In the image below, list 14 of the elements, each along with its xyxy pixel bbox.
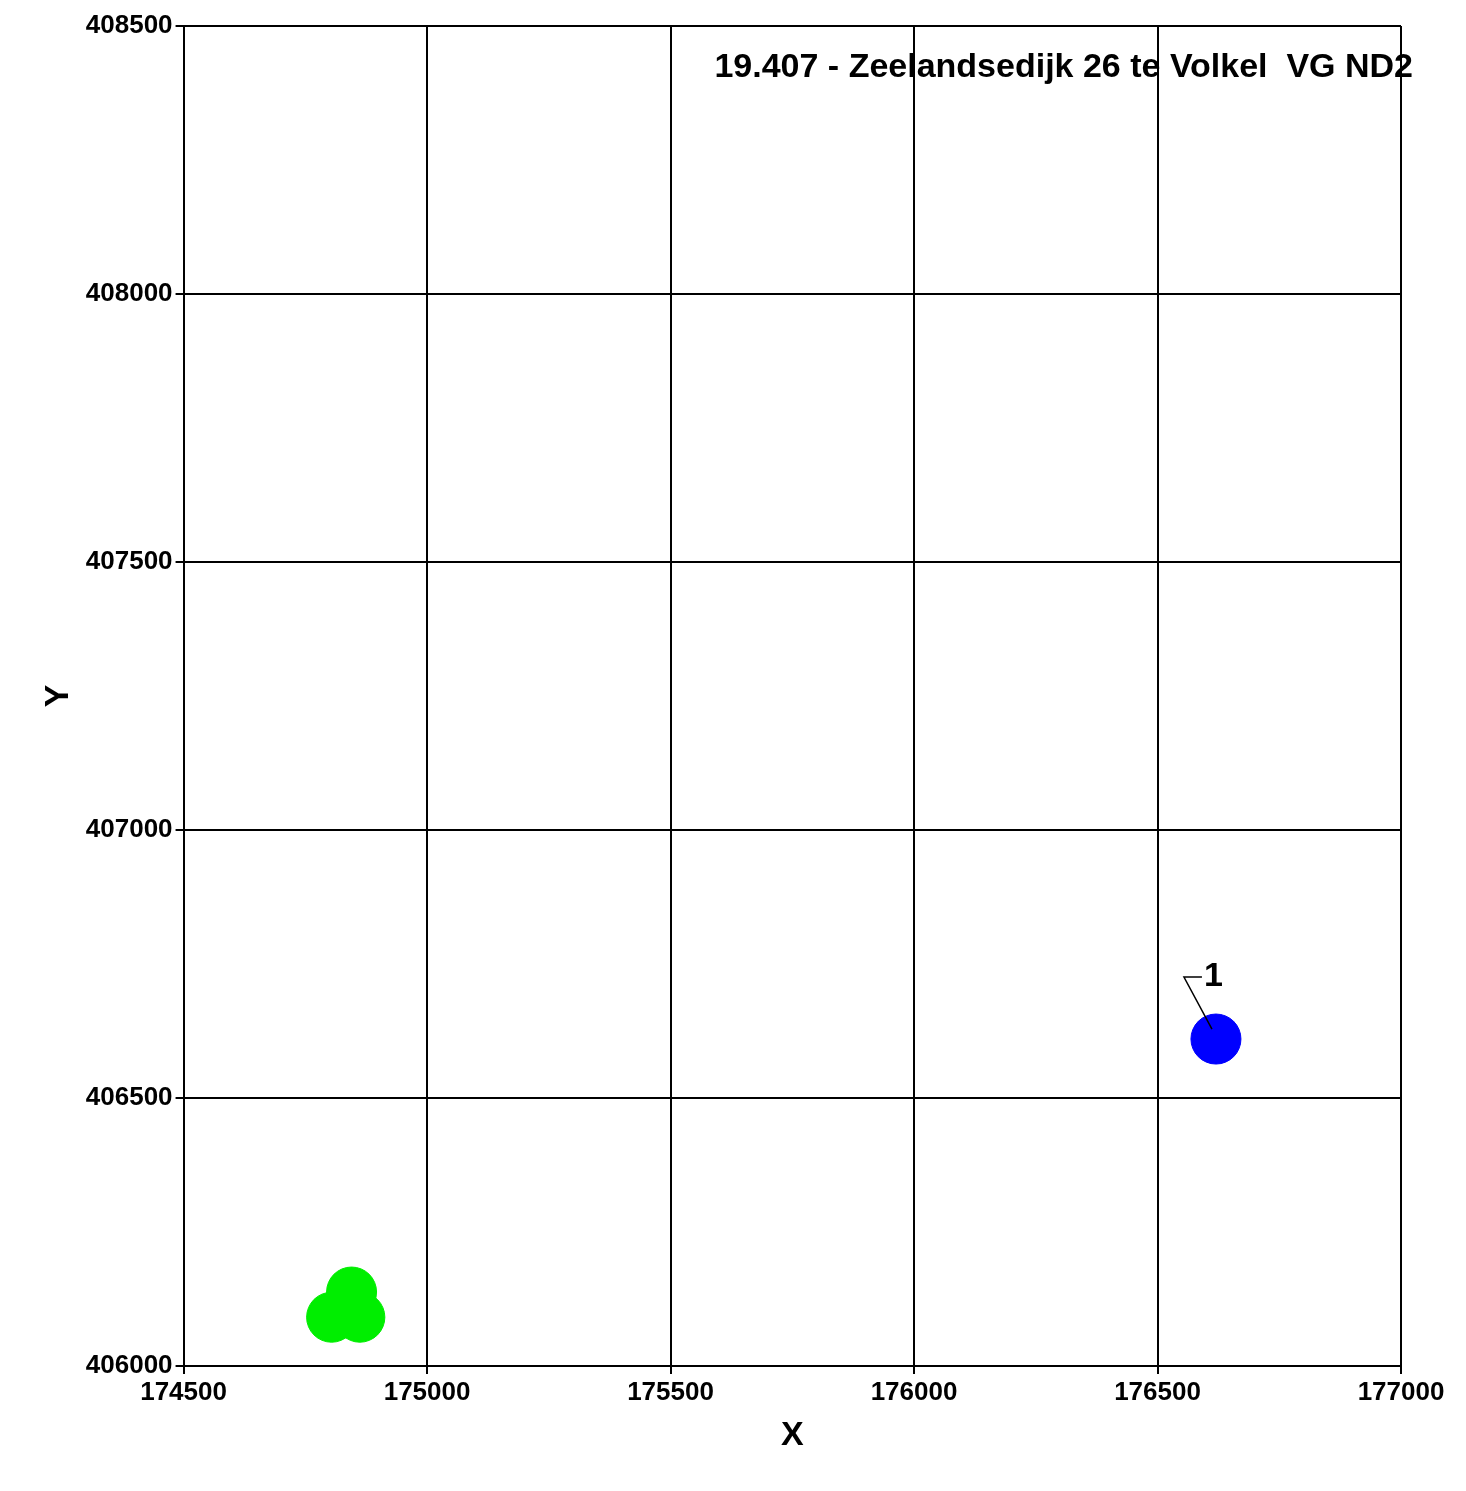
x-tick-label: 176500 (1114, 1375, 1201, 1406)
y-tick-label: 408500 (85, 9, 173, 40)
y-tick-label: 407000 (85, 813, 173, 844)
x-tick-label: 175000 (383, 1375, 471, 1406)
point (1190, 1013, 1242, 1065)
y-tick-label: 408000 (85, 277, 173, 308)
x-tick-label: 177000 (1357, 1375, 1445, 1406)
y-tick-label: 407500 (85, 545, 173, 576)
x-tick-label: 176000 (870, 1375, 958, 1406)
y-axis-title: Y (36, 684, 75, 708)
annotation: 1 (1203, 955, 1223, 994)
x-axis-title: X (780, 1413, 804, 1452)
x-tick-label: 175500 (627, 1375, 714, 1406)
y-tick-label: 406500 (85, 1081, 173, 1112)
